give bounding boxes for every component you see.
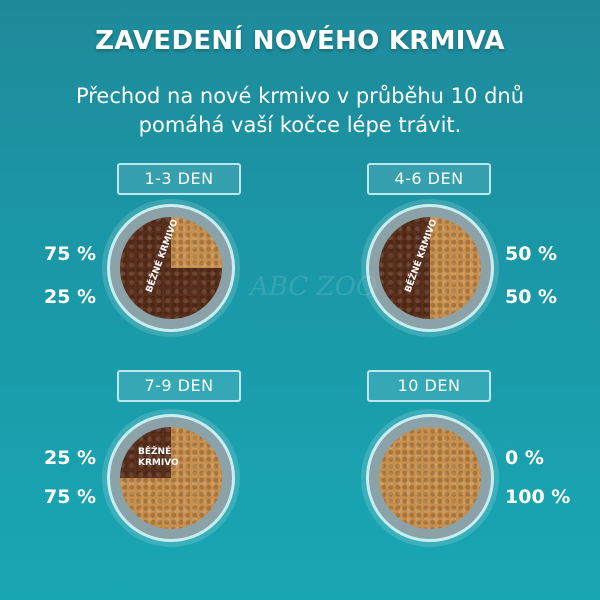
- page-title: ZAVEDENÍ NOVÉHO KRMIVA: [95, 26, 505, 56]
- old-food-label: BĚŽNÉ KRMIVO: [138, 447, 179, 468]
- subtitle-line: pomáhá vaší kočce lépe trávit.: [138, 113, 462, 137]
- subtitle-line: Přechod na nové krmivo v průběhu 10 dnů: [75, 84, 525, 108]
- food-bowl: BĚŽNÉ KRMIVO: [366, 204, 494, 332]
- old-food-percent: 0 %: [505, 447, 544, 469]
- food-bowl: [366, 414, 494, 542]
- old-food-percent: 75 %: [44, 243, 97, 265]
- stage-badge: 10 DEN: [367, 370, 491, 402]
- new-food-percent: 75 %: [44, 486, 97, 508]
- stage-badge: 7-9 DEN: [117, 370, 241, 402]
- stage-badge: 4-6 DEN: [367, 163, 491, 195]
- new-food-percent: 50 %: [505, 286, 558, 308]
- new-food-percent: 25 %: [44, 286, 97, 308]
- old-food-percent: 50 %: [505, 243, 558, 265]
- food-mix: [120, 217, 222, 319]
- food-bowl: BĚŽNÉ KRMIVO: [107, 414, 235, 542]
- food-mix: [379, 427, 481, 529]
- subtitle: Přechod na nové krmivo v průběhu 10 dnů …: [0, 82, 600, 140]
- new-food-percent: 100 %: [505, 486, 571, 508]
- food-bowl: BĚŽNÉ KRMIVO: [107, 204, 235, 332]
- stage-badge: 1-3 DEN: [117, 163, 241, 195]
- food-mix: [120, 427, 222, 529]
- old-food-percent: 25 %: [44, 447, 97, 469]
- watermark: ABC ZOO: [250, 272, 378, 302]
- food-mix: [379, 217, 481, 319]
